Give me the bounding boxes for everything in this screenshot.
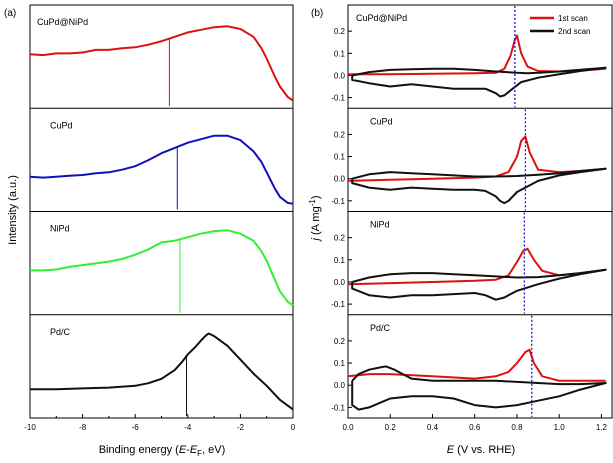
panel-b-ytick-label: 0.2 (334, 234, 346, 243)
xps-curve-cupd (29, 134, 294, 205)
panel-b-ytick-label: 0.0 (334, 381, 346, 390)
panel-b-xtick-label: 0.6 (469, 423, 481, 432)
panel-b-ytick-label: 0.1 (334, 49, 346, 58)
panel-a-sample-label: CuPd (50, 120, 73, 130)
xps-curve-cupd-nipd (29, 25, 294, 102)
panel-b-ytick-label: -0.1 (331, 300, 345, 309)
panel-b-ytick-label: 0.1 (334, 256, 346, 265)
panel-a-xtick-label: -6 (132, 423, 140, 432)
panel-b-xtick-label: 0.4 (427, 423, 439, 432)
panel-a: -10 -8 -6 -4 -2 0 CuPd@NiPd CuPd NiPd Pd/C (24, 4, 296, 432)
cv-curve-2nd-scan (351, 365, 607, 411)
panel-b-ytick-label: -0.1 (331, 403, 345, 412)
panel-b-ytick-label: 0.0 (334, 278, 346, 287)
xps-curve-pd-c (30, 332, 294, 411)
cv-curve-1st-scan (347, 135, 606, 182)
panel-a-xtick-label: 0 (291, 423, 296, 432)
cv-curve-1st-scan (348, 34, 606, 76)
panel-b-sample-label: NiPd (370, 220, 390, 230)
panel-b-ytick-label: 0.1 (334, 153, 346, 162)
panel-b-ytick-label: 0.2 (334, 337, 346, 346)
legend-label: 1st scan (558, 14, 588, 23)
panel-b-ytick-label: 0.0 (334, 175, 346, 184)
panel-a-xtick-label: -2 (237, 423, 245, 432)
panel-b-xtick-label: 0.0 (342, 423, 354, 432)
panel-b-sample-label: CuPd@NiPd (356, 13, 407, 23)
panel-b-ytick-label: 0.1 (334, 359, 346, 368)
cv-curve-1st-scan (347, 348, 606, 382)
panel-b-ytick-label: -0.1 (331, 94, 345, 103)
xps-curve-nipd (30, 229, 294, 307)
panel-a-tag: (a) (4, 8, 16, 19)
panel-b-ytick-label: 0.2 (334, 130, 346, 139)
cv-curve-2nd-scan (351, 167, 607, 205)
panel-b-ylabel: j (A mg-1) (308, 195, 322, 242)
panel-b-xtick-label: 0.8 (511, 423, 523, 432)
panel-a-sample-label: CuPd@NiPd (37, 17, 88, 27)
legend-label: 2nd scan (558, 27, 590, 36)
cv-curve-1st-scan (347, 247, 606, 286)
cv-curve-2nd-scan (351, 268, 607, 301)
panel-b-xtick-label: 1.0 (554, 423, 566, 432)
panel-b: 0.0 0.2 0.4 0.6 0.8 1.0 1.2 0.2 0.1 0.0 -0.1 CuPd@N… (331, 4, 613, 432)
panel-a-xtick-label: -8 (79, 423, 87, 432)
panel-b-tag: (b) (311, 8, 323, 19)
panel-a-xtick-label: -10 (24, 423, 36, 432)
panel-a-sample-label: Pd/C (50, 327, 71, 337)
panel-b-xtick-label: 1.2 (596, 423, 608, 432)
cv-curve-2nd-scan (351, 66, 607, 98)
panel-b-sample-label: CuPd (370, 116, 393, 126)
panel-b-ytick-label: -0.1 (331, 197, 345, 206)
panel-a-sample-label: NiPd (50, 224, 70, 234)
panel-a-xtick-label: -4 (184, 423, 192, 432)
panel-a-ylabel: Intensity (a.u.) (7, 175, 19, 245)
panel-a-xlabel: Binding energy (E-EF, eV) (99, 444, 226, 458)
panel-b-xtick-label: 0.2 (385, 423, 397, 432)
panel-b-ytick-label: 0.2 (334, 27, 346, 36)
panel-b-xlabel: E (V vs. RHE) (447, 444, 515, 456)
panel-b-sample-label: Pd/C (370, 323, 391, 333)
panel-b-ytick-label: 0.0 (334, 71, 346, 80)
